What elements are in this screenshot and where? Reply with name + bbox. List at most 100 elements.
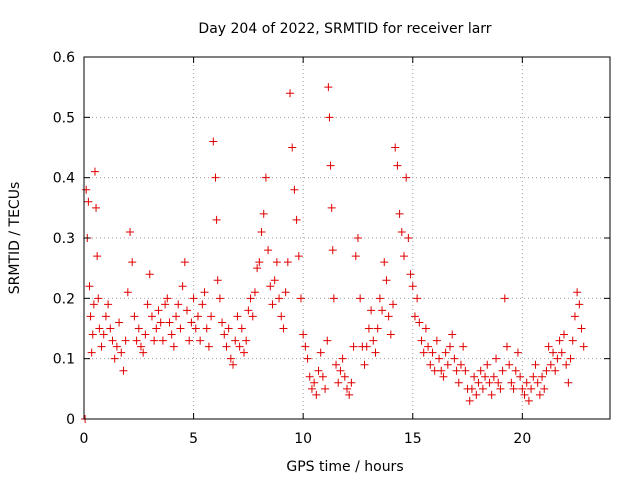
data-point — [318, 372, 327, 381]
data-point — [296, 294, 305, 303]
data-point — [143, 300, 152, 309]
data-point — [531, 360, 540, 369]
data-point — [489, 372, 498, 381]
data-point — [551, 366, 560, 375]
data-point — [211, 173, 220, 182]
data-point — [498, 366, 507, 375]
data-point — [347, 378, 356, 387]
data-point — [193, 312, 202, 321]
data-point — [505, 360, 514, 369]
data-point — [511, 366, 520, 375]
data-point — [421, 324, 430, 333]
data-point — [389, 300, 398, 309]
data-point — [307, 384, 316, 393]
data-point — [391, 143, 400, 152]
data-point — [533, 378, 542, 387]
data-point — [299, 330, 308, 339]
data-point — [108, 336, 117, 345]
data-point — [294, 252, 303, 261]
data-point — [328, 246, 337, 255]
data-point — [570, 312, 579, 321]
tick-labels: 0 0.1 0.2 0.3 0.4 0.5 0.6 0 5 10 15 20 — [53, 50, 532, 447]
data-point — [404, 234, 413, 242]
data-point — [134, 324, 143, 333]
data-point — [253, 264, 262, 273]
data-point — [544, 342, 553, 351]
data-point — [529, 372, 538, 381]
data-point — [213, 276, 222, 285]
x-axis-title: GPS time / hours — [286, 459, 403, 475]
data-point — [248, 312, 257, 321]
data-point — [305, 372, 314, 381]
data-point — [93, 252, 102, 261]
data-point — [106, 324, 115, 333]
data-point — [189, 294, 198, 303]
data-point — [426, 360, 435, 369]
data-point — [165, 318, 174, 327]
data-point — [277, 312, 286, 321]
data-point — [340, 372, 349, 381]
data-point — [161, 300, 170, 309]
data-point — [520, 390, 529, 399]
axis-ticks — [83, 56, 610, 420]
data-point — [229, 360, 238, 369]
data-point — [362, 342, 371, 351]
data-point — [538, 372, 547, 381]
data-point — [518, 384, 527, 393]
data-point — [540, 384, 549, 393]
y-tick-label: 0.4 — [53, 171, 75, 187]
data-point — [176, 324, 185, 333]
data-point — [185, 336, 194, 345]
y-axis-title: SRMTID / TECUs — [7, 182, 23, 295]
data-point — [542, 366, 551, 375]
data-point — [336, 366, 345, 375]
data-point — [154, 306, 163, 315]
data-point — [259, 209, 268, 218]
data-point — [448, 330, 457, 339]
data-point — [323, 336, 332, 345]
data-point — [481, 372, 490, 381]
data-point — [290, 185, 299, 194]
data-point — [527, 384, 536, 393]
data-point — [321, 384, 330, 393]
data-point — [272, 258, 281, 267]
y-tick-label: 0.5 — [53, 110, 75, 126]
data-point — [112, 342, 121, 351]
data-point — [301, 342, 310, 351]
x-tick-label: 5 — [189, 431, 198, 447]
data-point — [191, 324, 200, 333]
grid-lines — [84, 57, 610, 419]
data-point — [380, 258, 389, 267]
data-point — [126, 227, 135, 236]
data-point — [218, 318, 227, 327]
data-point — [202, 324, 211, 333]
data-point — [156, 318, 165, 327]
data-point — [415, 318, 424, 327]
data-point — [535, 390, 544, 399]
data-point — [553, 354, 562, 363]
y-tick-label: 0.1 — [53, 352, 75, 368]
data-point — [158, 336, 167, 345]
data-point — [369, 336, 378, 345]
data-point — [577, 324, 586, 333]
data-point — [375, 294, 384, 303]
data-point — [92, 203, 101, 212]
data-point — [198, 300, 207, 309]
data-point — [183, 306, 192, 315]
data-point — [384, 312, 393, 321]
data-point — [167, 330, 176, 339]
data-point — [465, 396, 474, 405]
data-point — [419, 348, 428, 357]
data-point — [196, 336, 205, 345]
data-point — [364, 324, 373, 333]
data-point — [500, 294, 509, 303]
data-point — [559, 330, 568, 339]
data-point — [115, 318, 124, 327]
data-point — [222, 342, 231, 351]
data-point — [325, 113, 334, 122]
data-point — [250, 288, 259, 297]
data-point — [209, 137, 218, 146]
data-point — [279, 324, 288, 333]
data-point — [178, 282, 187, 291]
